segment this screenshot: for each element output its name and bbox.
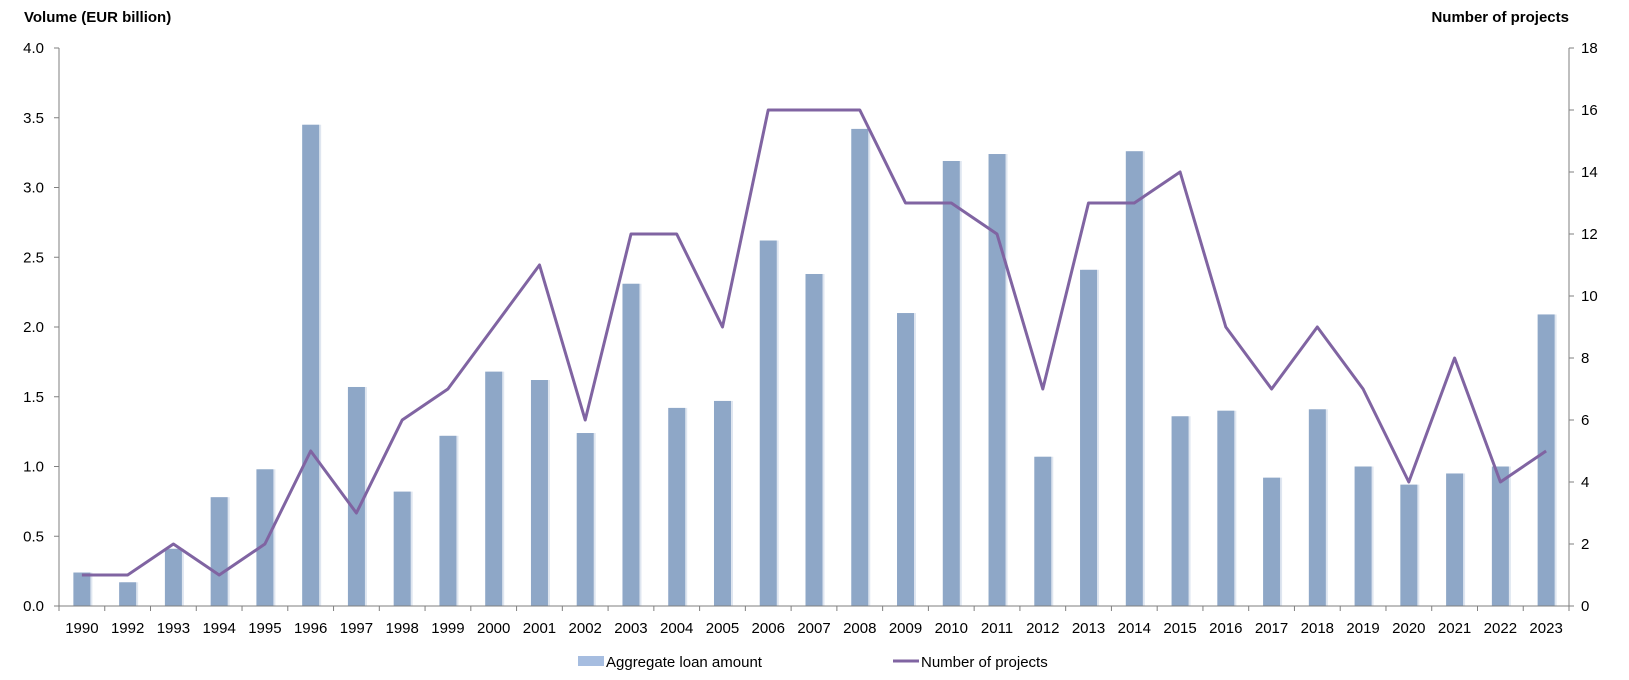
bar-2023 [1537,314,1555,606]
x-tick-label-2010: 2010 [935,620,968,637]
y2-tick-label: 2 [1581,536,1589,553]
x-tick-label-1997: 1997 [340,620,373,637]
x-tick-label-2012: 2012 [1026,620,1059,637]
x-tick-label-1994: 1994 [202,620,235,637]
y2-tick-label: 12 [1581,226,1598,243]
x-tick-label-2022: 2022 [1484,620,1517,637]
bar-2004 [668,407,686,606]
bar-2015 [1171,416,1189,606]
x-tick-labels: 1990 1992 1993 1994 1995 1996 1997 1998 1999 2000… [65,620,1563,637]
x-tick-label-2020: 2020 [1392,620,1425,637]
bar-1994 [210,497,228,606]
bar-2009 [897,313,915,606]
x-tick-label-2023: 2023 [1529,620,1562,637]
x-tick-label-2009: 2009 [889,620,922,637]
y-tick-label: 0.0 [23,598,44,615]
x-tick-label-2003: 2003 [614,620,647,637]
left-tick-labels: 0.0 0.5 1.0 1.5 2.0 2.5 3.0 3.5 4.0 [23,40,44,615]
bar-2000 [485,371,503,606]
x-tick-label-2000: 2000 [477,620,510,637]
y2-tick-label: 14 [1581,164,1598,181]
x-tick-label-2008: 2008 [843,620,876,637]
y2-tick-label: 0 [1581,598,1589,615]
y-tick-label: 0.5 [23,528,44,545]
bar-2008 [851,128,869,606]
bar-2016 [1217,410,1235,606]
x-tick-label-2002: 2002 [569,620,602,637]
x-tick-label-2021: 2021 [1438,620,1471,637]
x-tick-label-1999: 1999 [431,620,464,637]
axes [54,47,1574,611]
x-tick-label-2014: 2014 [1118,620,1151,637]
bar-2012 [1034,456,1052,606]
bar-1993 [164,548,182,606]
y2-tick-label: 4 [1581,474,1589,491]
y2-tick-label: 10 [1581,288,1598,305]
bar-2002 [576,433,594,606]
y2-tick-label: 6 [1581,412,1589,429]
x-tick-label-2006: 2006 [752,620,785,637]
x-tick-label-2018: 2018 [1301,620,1334,637]
bar-2019 [1354,466,1372,606]
legend-line-label: Number of projects [921,654,1048,671]
x-tick-label-2007: 2007 [797,620,830,637]
bar-1997 [347,386,365,606]
x-tick-label-2016: 2016 [1209,620,1242,637]
bar-2005 [713,400,731,606]
bar-1999 [439,435,457,606]
bar-2011 [988,154,1006,606]
right-tick-labels: 0 2 4 6 8 10 12 14 16 18 [1581,40,1598,615]
x-tick-label-2001: 2001 [523,620,556,637]
right-axis-title: Number of projects [1431,9,1569,26]
y-tick-label: 3.5 [23,110,44,127]
bar-series [73,124,1557,607]
bar-2013 [1080,269,1098,606]
y-tick-label: 1.0 [23,459,44,476]
x-tick-label-1998: 1998 [385,620,418,637]
bar-1995 [256,469,274,606]
bar-2018 [1308,409,1326,606]
bar-2006 [759,240,777,606]
y-tick-label: 3.0 [23,180,44,197]
x-tick-label-2019: 2019 [1346,620,1379,637]
bar-2022 [1491,466,1509,606]
x-tick-label-2017: 2017 [1255,620,1288,637]
x-tick-label-1993: 1993 [157,620,190,637]
bar-2003 [622,283,640,606]
legend: Aggregate loan amount Number of projects [578,654,1048,671]
bar-1990 [73,572,91,606]
bar-1998 [393,491,411,606]
x-tick-label-2005: 2005 [706,620,739,637]
y2-tick-label: 18 [1581,40,1598,57]
bar-2010 [942,160,960,606]
x-tick-label-2015: 2015 [1163,620,1196,637]
legend-bar-swatch [578,656,604,666]
x-tick-label-1995: 1995 [248,620,281,637]
x-tick-label-1992: 1992 [111,620,144,637]
line-series [81,108,1547,577]
y-tick-label: 2.0 [23,319,44,336]
x-tick-label-1990: 1990 [65,620,98,637]
bar-2021 [1446,473,1464,606]
y2-tick-label: 16 [1581,102,1598,119]
y2-tick-label: 8 [1581,350,1589,367]
bar-1992 [119,582,137,606]
x-tick-label-2011: 2011 [981,620,1013,637]
y-tick-label: 1.5 [23,389,44,406]
x-tick-label-1996: 1996 [294,620,327,637]
bar-1996 [302,124,320,606]
y-tick-label: 2.5 [23,249,44,266]
legend-bar-label: Aggregate loan amount [606,654,763,671]
x-tick-label-2004: 2004 [660,620,693,637]
left-axis-title: Volume (EUR billion) [24,9,171,26]
bar-2001 [530,380,548,606]
bar-2007 [805,273,823,606]
bar-2017 [1263,477,1281,606]
bar-2014 [1125,151,1143,607]
x-tick-label-2013: 2013 [1072,620,1105,637]
bar-2020 [1400,484,1418,606]
y-tick-label: 4.0 [23,40,44,57]
